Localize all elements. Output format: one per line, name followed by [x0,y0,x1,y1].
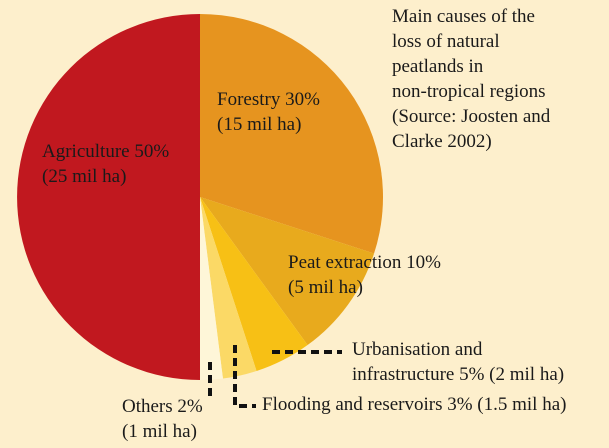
pie-slice [17,14,200,380]
slice-label: (5 mil ha) [288,277,363,298]
chart-title: (Source: Joosten and [392,106,551,127]
chart-title: Clarke 2002) [392,131,492,152]
pie-slice [200,197,375,346]
slice-label: Peat extraction 10% [288,252,441,273]
slice-label: Agriculture 50% [42,141,169,162]
slice-label: Others 2% [122,396,203,417]
pie-slice [200,197,308,372]
pie-slice [200,197,257,379]
slice-label: (25 mil ha) [42,166,126,187]
chart-title: loss of natural [392,31,500,52]
leader-line [233,345,256,408]
pie-slice [200,14,383,254]
chart-title: Main causes of the [392,6,535,27]
slice-label: Urbanisation and [352,339,483,360]
pie-slice [200,197,223,380]
slice-label: Forestry 30% [217,89,320,110]
chart-title: non-tropical regions [392,81,546,102]
slice-label: (1 mil ha) [122,421,197,442]
slice-label: infrastructure 5% (2 mil ha) [352,364,564,385]
slice-label: Flooding and reservoirs 3% (1.5 mil ha) [262,394,566,415]
chart-title: peatlands in [392,56,484,77]
slice-label: (15 mil ha) [217,114,301,135]
